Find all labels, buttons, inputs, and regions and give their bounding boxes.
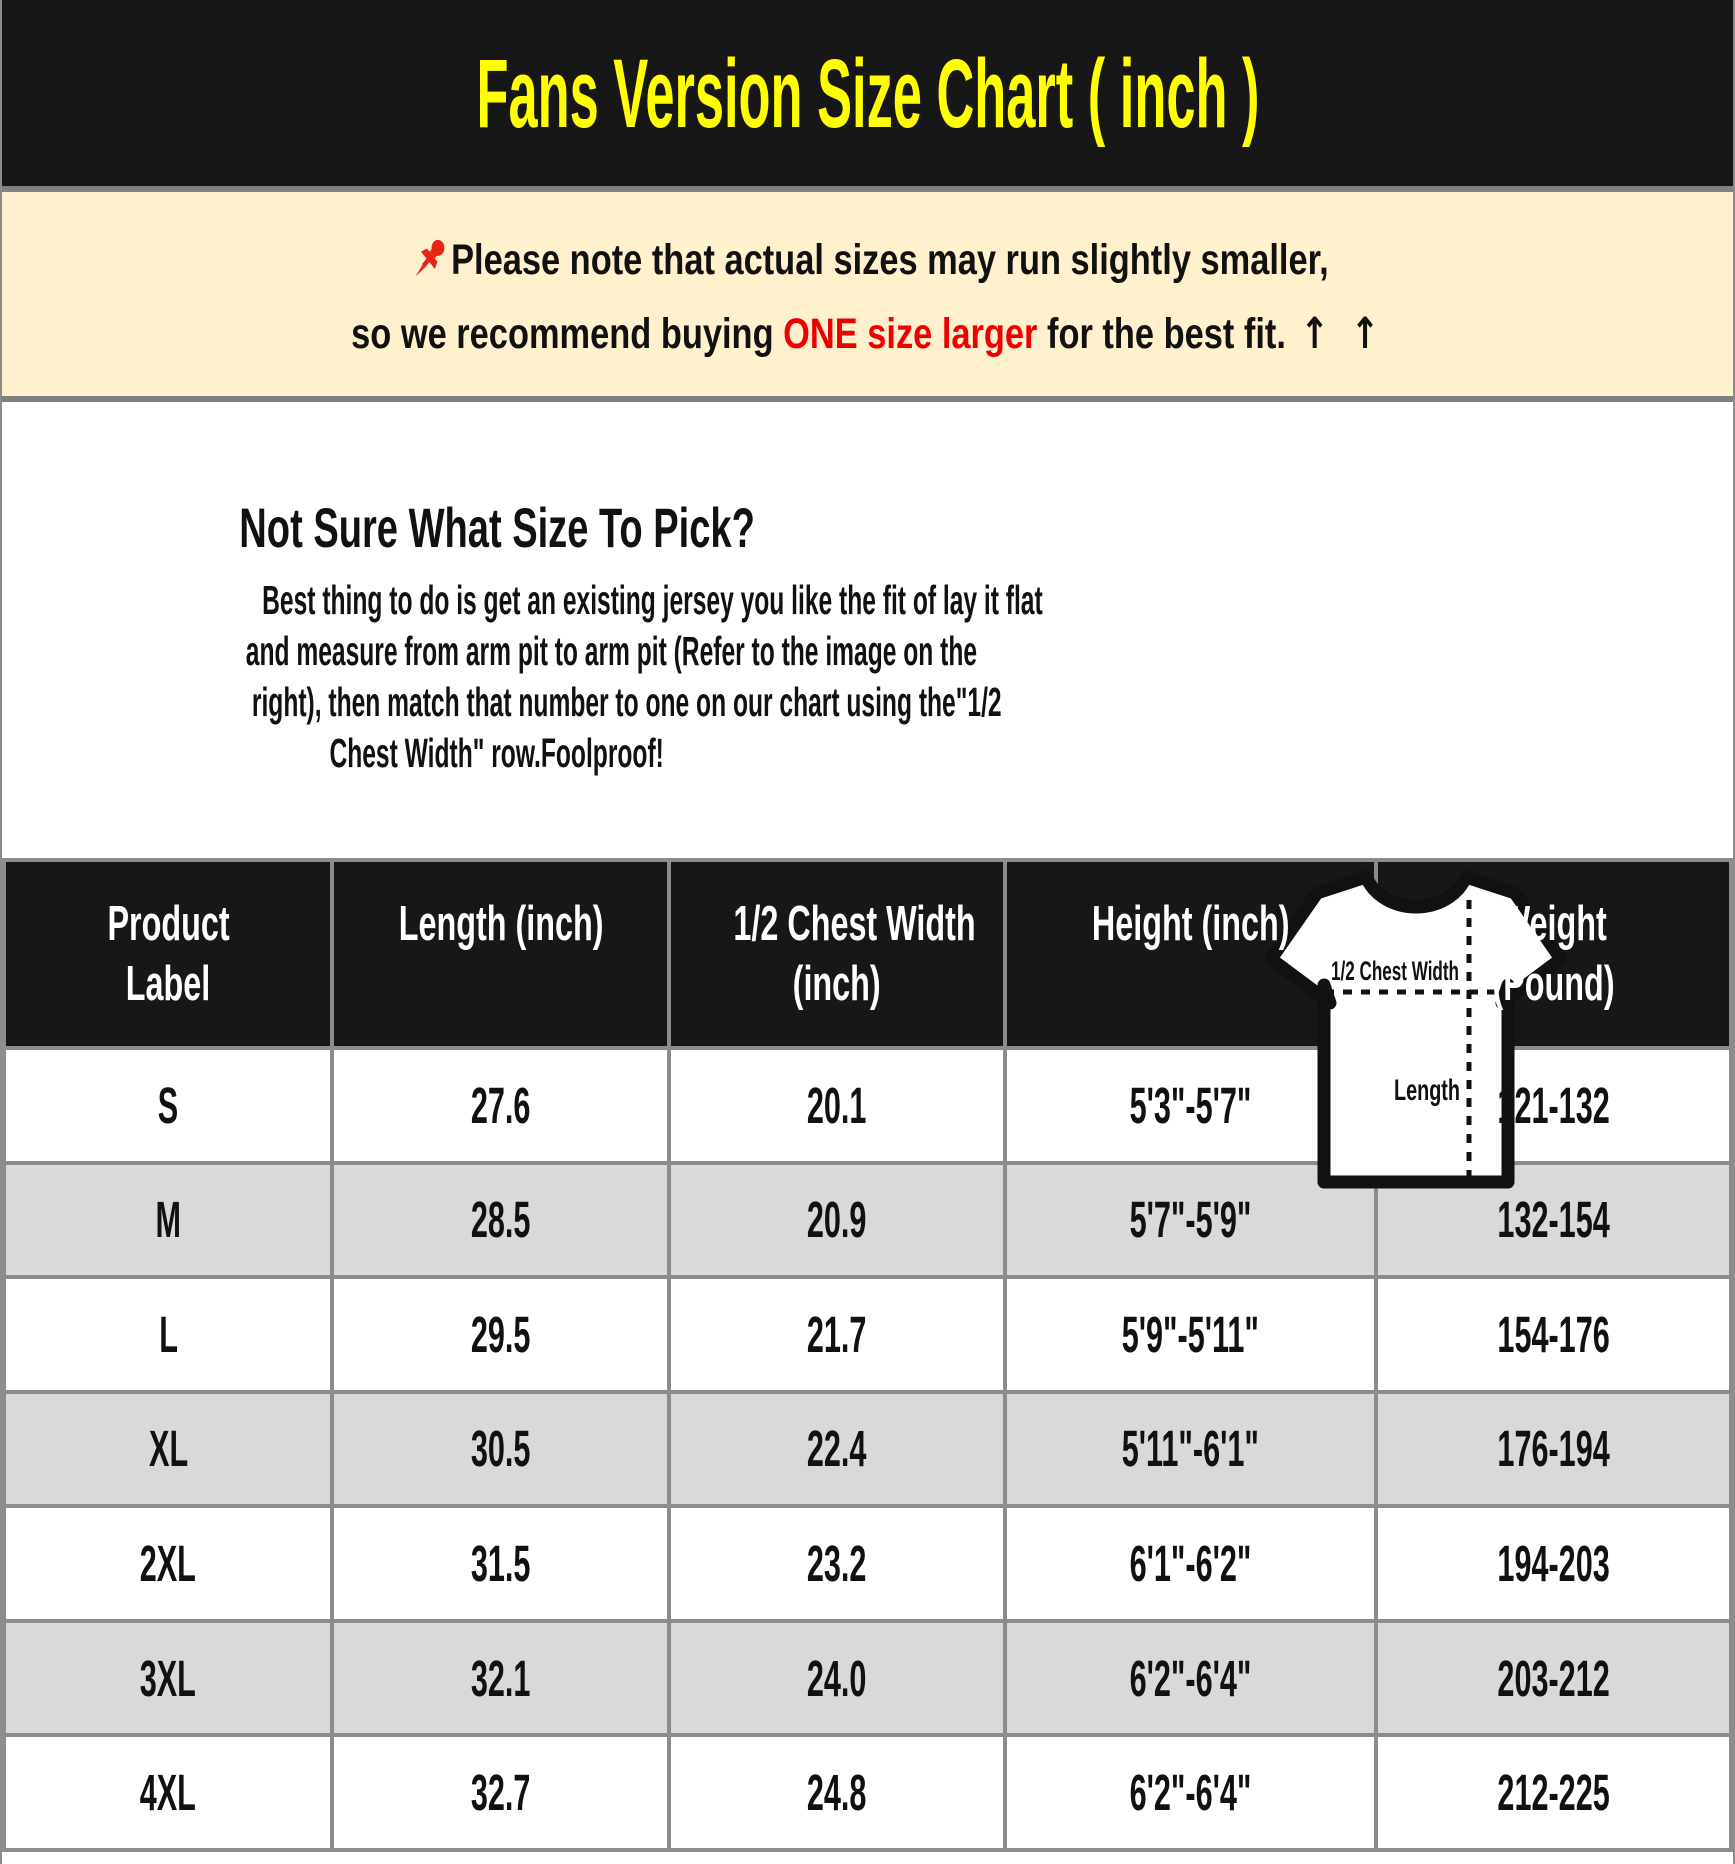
cell-height: 6'1"-6'2" — [1003, 1504, 1378, 1623]
guide-line: right), then match that number to one on… — [251, 679, 1002, 726]
sizing-guide-section: Not Sure What Size To Pick? Best thing t… — [2, 402, 1733, 1189]
cell-weight: 194-203 — [1373, 1504, 1733, 1623]
header-row: Product Label Length (inch) 1/2 Chest Wid… — [2, 858, 1733, 1050]
title-bar: Fans Version Size Chart ( inch ) — [2, 0, 1733, 192]
cell-size: M — [2, 1160, 335, 1280]
col-weight: Weight (Pound) — [1373, 858, 1733, 1050]
length-label: Length — [1394, 1074, 1460, 1107]
tshirt-measure-diagram: 1/2 Chest Width Length — [1264, 864, 1577, 1200]
cell-chest: 20.1 — [666, 1046, 1008, 1165]
guide-line: Chest Width" row.Foolproof! — [329, 730, 665, 777]
cell-chest: 23.2 — [666, 1504, 1008, 1623]
col-chest-width: 1/2 Chest Width (inch) — [666, 858, 1008, 1050]
cell-size: 2XL — [2, 1504, 335, 1623]
guide-line: and measure from arm pit to arm pit (Ref… — [245, 628, 978, 675]
cell-height: 6'2"-6'4" — [1003, 1618, 1378, 1738]
note-text-1: Please note that actual sizes may run sl… — [451, 236, 1329, 285]
note-line-2: so we recommend buying ONE size larger f… — [2, 308, 1733, 359]
tshirt-icon: 1/2 Chest Width Length — [1264, 870, 1568, 1189]
pushpin-icon — [415, 240, 445, 277]
cell-length: 27.6 — [330, 1046, 671, 1165]
table-row-4xl: 4XL 32.7 24.8 6'2"-6'4" 212-225 — [2, 1733, 1733, 1852]
chest-width-label: 1/2 Chest Width — [1331, 956, 1459, 986]
table-row-2xl: 2XL 31.5 23.2 6'1"-6'2" 194-203 — [2, 1504, 1733, 1623]
cell-height: 5'3"-5'7" — [1003, 1046, 1378, 1165]
cell-chest: 24.0 — [666, 1618, 1008, 1738]
cell-height: 5'7"-5'9" — [1003, 1160, 1378, 1280]
col-length: Length (inch) — [330, 858, 671, 1050]
col-product-label: Product Label — [2, 858, 335, 1050]
cell-length: 29.5 — [330, 1275, 671, 1394]
cell-size: 4XL — [2, 1733, 335, 1852]
cell-height: 5'9"-5'11" — [1003, 1275, 1378, 1394]
cell-height: 6'2"-6'4" — [1003, 1733, 1378, 1852]
size-table-header: Product Label Length (inch) 1/2 Chest Wid… — [2, 858, 1733, 1050]
cell-size: L — [2, 1275, 335, 1394]
note-line-1: Please note that actual sizes may run sl… — [2, 230, 1733, 284]
cell-length: 32.7 — [330, 1733, 671, 1852]
cell-size: 3XL — [2, 1618, 335, 1738]
cell-chest: 20.9 — [666, 1160, 1008, 1280]
note-banner: Please note that actual sizes may run sl… — [2, 192, 1733, 402]
note-text-2a: so we recommend buying — [350, 309, 774, 358]
table-row-3xl: 3XL 32.1 24.0 6'2"-6'4" 203-212 — [2, 1618, 1733, 1738]
cell-weight: 154-176 — [1373, 1275, 1733, 1394]
size-table: Product Label Length (inch) 1/2 Chest Wid… — [2, 858, 1733, 1852]
cell-length: 31.5 — [330, 1504, 671, 1623]
note-highlight: ONE size larger — [782, 309, 1038, 358]
cell-weight: 132-154 — [1373, 1160, 1733, 1280]
sizing-guide-text: Not Sure What Size To Pick? Best thing t… — [2, 402, 1043, 779]
cell-weight: 212-225 — [1373, 1733, 1733, 1852]
cell-length: 30.5 — [330, 1389, 671, 1509]
page-title: Fans Version Size Chart ( inch ) — [476, 38, 1259, 148]
cell-height: 5'11"-6'1" — [1003, 1389, 1378, 1509]
guide-heading: Not Sure What Size To Pick? — [239, 496, 755, 559]
cell-chest: 21.7 — [666, 1275, 1008, 1394]
guide-line: Best thing to do is get an existing jers… — [262, 577, 1043, 624]
cell-weight: 176-194 — [1373, 1389, 1733, 1509]
cell-chest: 22.4 — [666, 1389, 1008, 1509]
cell-length: 32.1 — [330, 1618, 671, 1738]
cell-size: XL — [2, 1389, 335, 1509]
cell-length: 28.5 — [330, 1160, 671, 1280]
cell-weight: 203-212 — [1373, 1618, 1733, 1738]
table-row-l: L 29.5 21.7 5'9"-5'11" 154-176 — [2, 1275, 1733, 1394]
up-arrows-icon: ↑ ↑ — [1300, 308, 1385, 359]
note-text-2b: for the best fit. — [1046, 309, 1286, 358]
table-row-xl: XL 30.5 22.4 5'11"-6'1" 176-194 — [2, 1389, 1733, 1509]
cell-chest: 24.8 — [666, 1733, 1008, 1852]
cell-size: S — [2, 1046, 335, 1165]
